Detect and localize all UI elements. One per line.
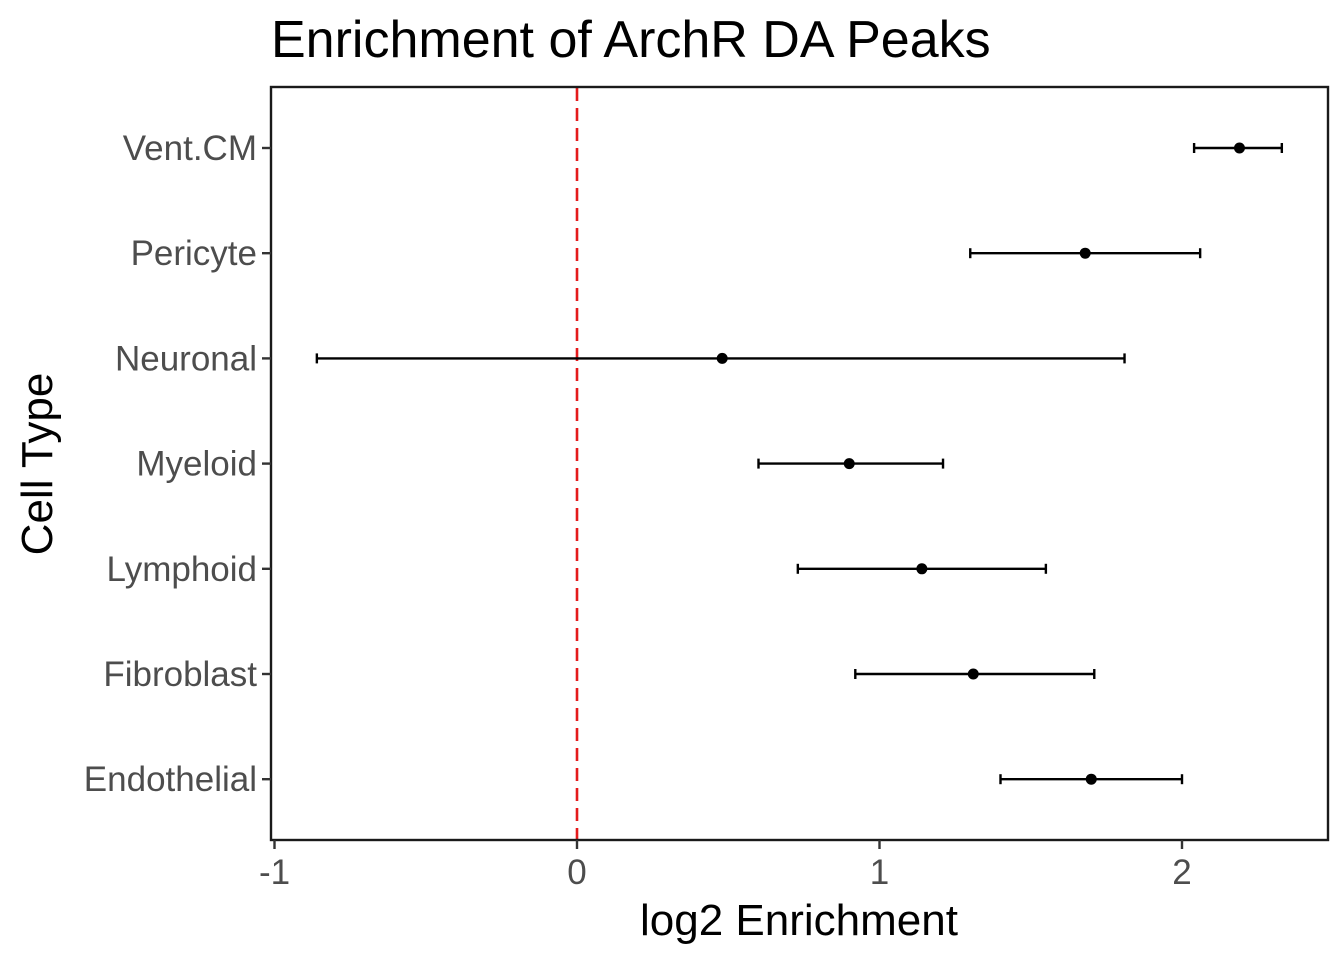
x-tick-label: 0 [567, 853, 586, 892]
y-tick-label: Neuronal [115, 339, 257, 378]
y-axis-title: Cell Type [13, 373, 62, 556]
data-row-myeloid [757, 458, 945, 470]
x-tick-label: -1 [259, 853, 290, 892]
x-tick-label: 2 [1172, 853, 1191, 892]
data-point [1079, 247, 1091, 259]
data-point [1233, 142, 1245, 154]
y-tick-label: Lymphoid [107, 550, 257, 589]
y-tick-label: Endothelial [84, 760, 257, 799]
data-row-fibroblast [854, 668, 1096, 680]
plot-area [269, 85, 1330, 842]
data-row-neuronal [315, 352, 1126, 364]
chart-title: Enrichment of ArchR DA Peaks [271, 11, 991, 69]
x-axis: -1 0 1 2 [259, 840, 1192, 892]
data-point [1085, 773, 1097, 785]
y-tick-label: Pericyte [131, 234, 257, 273]
data-row-pericyte [969, 247, 1202, 259]
data-point [716, 352, 728, 364]
y-tick-label: Fibroblast [103, 655, 257, 694]
data-row-endothelial [999, 773, 1184, 785]
y-axis: Vent.CM Pericyte Neuronal Myeloid Lymphoid Fi… [84, 129, 271, 799]
x-tick-label: 1 [870, 853, 889, 892]
data-row-vent-cm [1192, 142, 1284, 154]
y-tick-label: Myeloid [136, 445, 257, 484]
data-point [967, 668, 979, 680]
data-point [916, 563, 928, 575]
y-tick-label: Vent.CM [123, 129, 257, 168]
data-point [843, 458, 855, 470]
x-axis-title: log2 Enrichment [640, 896, 958, 945]
data-row-lymphoid [796, 563, 1048, 575]
